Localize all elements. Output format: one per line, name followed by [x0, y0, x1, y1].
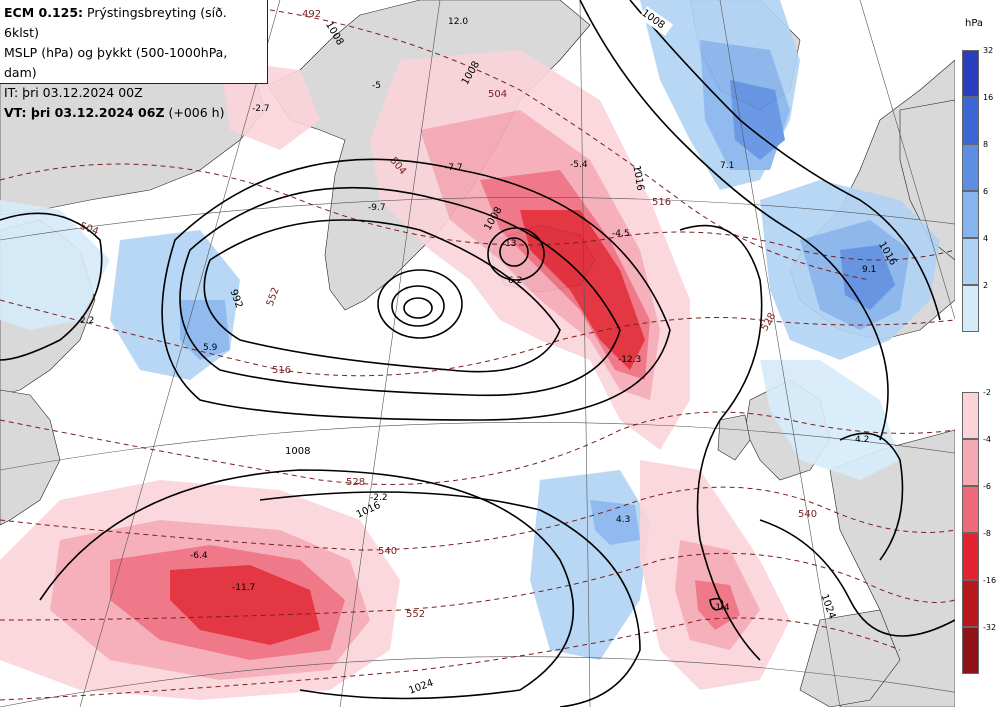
- field-title: Prýstingsbreyting (síð. 6klst): [4, 5, 227, 40]
- change-label: -5: [372, 81, 381, 91]
- valid-time: VT: þri 03.12.2024 06Z: [4, 105, 165, 120]
- change-label: 13: [505, 239, 516, 249]
- iberia-landmass: [799, 609, 901, 707]
- header-line-init-time: IT: þri 03.12.2024 00Z: [4, 85, 143, 100]
- change-label: 5.9: [203, 343, 218, 353]
- legend-tick-positive: 2: [983, 281, 989, 290]
- legend-swatch-positive: [962, 285, 979, 332]
- change-label: -5.4: [570, 160, 588, 170]
- change-label: -12.3: [618, 355, 641, 365]
- legend-tick-negative: -2: [983, 388, 991, 397]
- legend-tick-negative: -32: [983, 623, 997, 632]
- map-info-header: ECM 0.125: Prýstingsbreyting (síð. 6klst…: [0, 0, 268, 120]
- thickness-label: 528: [346, 477, 365, 488]
- model-name: ECM 0.125:: [4, 5, 84, 20]
- legend-swatch-positive: [962, 97, 979, 144]
- legend-tick-negative: -8: [983, 529, 991, 538]
- ireland-landmass: [717, 414, 751, 461]
- legend-swatch-negative: [962, 580, 979, 627]
- legend-swatch-positive: [962, 238, 979, 285]
- legend-tick-negative: -6: [983, 482, 991, 491]
- labrador-coast-landmass: [0, 389, 61, 526]
- isobars: [0, 0, 956, 707]
- legend-swatch-negative: [962, 533, 979, 580]
- isobar-label: 1016: [630, 165, 645, 192]
- legend-tick-negative: -4: [983, 435, 991, 444]
- header-line-title: ECM 0.125: Prýstingsbreyting (síð. 6klst…: [4, 3, 263, 43]
- header-line-valid-time: VT: þri 03.12.2024 06Z (+006 h): [4, 103, 263, 123]
- change-label: -2.2: [370, 493, 388, 503]
- header-line-fields: MSLP (hPa) og þykkt (500-1000hPa, dam): [4, 45, 228, 80]
- change-label: -7.7: [445, 163, 463, 173]
- thickness-label: 504: [488, 89, 507, 100]
- change-label: 4.3: [616, 515, 630, 525]
- change-labels: -7.7 -9.7 -5.4 -4.5 -12.3 -11.7 -6.4 -2.…: [80, 17, 876, 613]
- thickness-lines: [0, 9, 956, 701]
- legend-tick-negative: -16: [983, 576, 997, 585]
- thickness-label: 540: [798, 509, 817, 520]
- isobar-label: 1008: [285, 446, 310, 457]
- change-label: -6.4: [190, 551, 208, 561]
- change-label: 12.0: [448, 17, 468, 27]
- legend-swatch-positive: [962, 191, 979, 238]
- legend-swatch-negative: [962, 439, 979, 486]
- legend-swatch-negative: [962, 486, 979, 533]
- change-label: -4.5: [612, 229, 630, 239]
- change-label: -9.7: [368, 203, 386, 213]
- change-label: 7.1: [720, 161, 734, 171]
- legend-tick-positive: 16: [983, 93, 994, 102]
- change-label: 9.1: [862, 265, 876, 275]
- legend-swatch-negative: [962, 392, 979, 439]
- forecast-step: (+006 h): [168, 105, 225, 120]
- legend-tick-positive: 32: [983, 46, 994, 55]
- legend-swatch-negative: [962, 627, 979, 674]
- thickness-label: 492: [302, 9, 321, 20]
- thickness-label: 516: [652, 197, 671, 208]
- legend-tick-positive: 4: [983, 234, 989, 243]
- thickness-label: 516: [272, 365, 291, 376]
- change-label: -11.7: [232, 583, 255, 593]
- change-label: 4.2: [855, 435, 869, 445]
- legend-tick-positive: 8: [983, 140, 989, 149]
- legend-unit: hPa: [965, 18, 984, 29]
- change-label: 6.2: [508, 276, 522, 286]
- change-label: -1.4: [712, 603, 730, 613]
- change-label: -2.7: [252, 104, 270, 114]
- legend-swatch-positive: [962, 50, 979, 97]
- thickness-label: 552: [406, 609, 425, 620]
- legend-swatch-positive: [962, 144, 979, 191]
- legend-tick-positive: 6: [983, 187, 989, 196]
- pressure-rise-shading: [0, 0, 940, 660]
- change-label: 2.2: [80, 316, 94, 326]
- thickness-label: 540: [378, 546, 397, 557]
